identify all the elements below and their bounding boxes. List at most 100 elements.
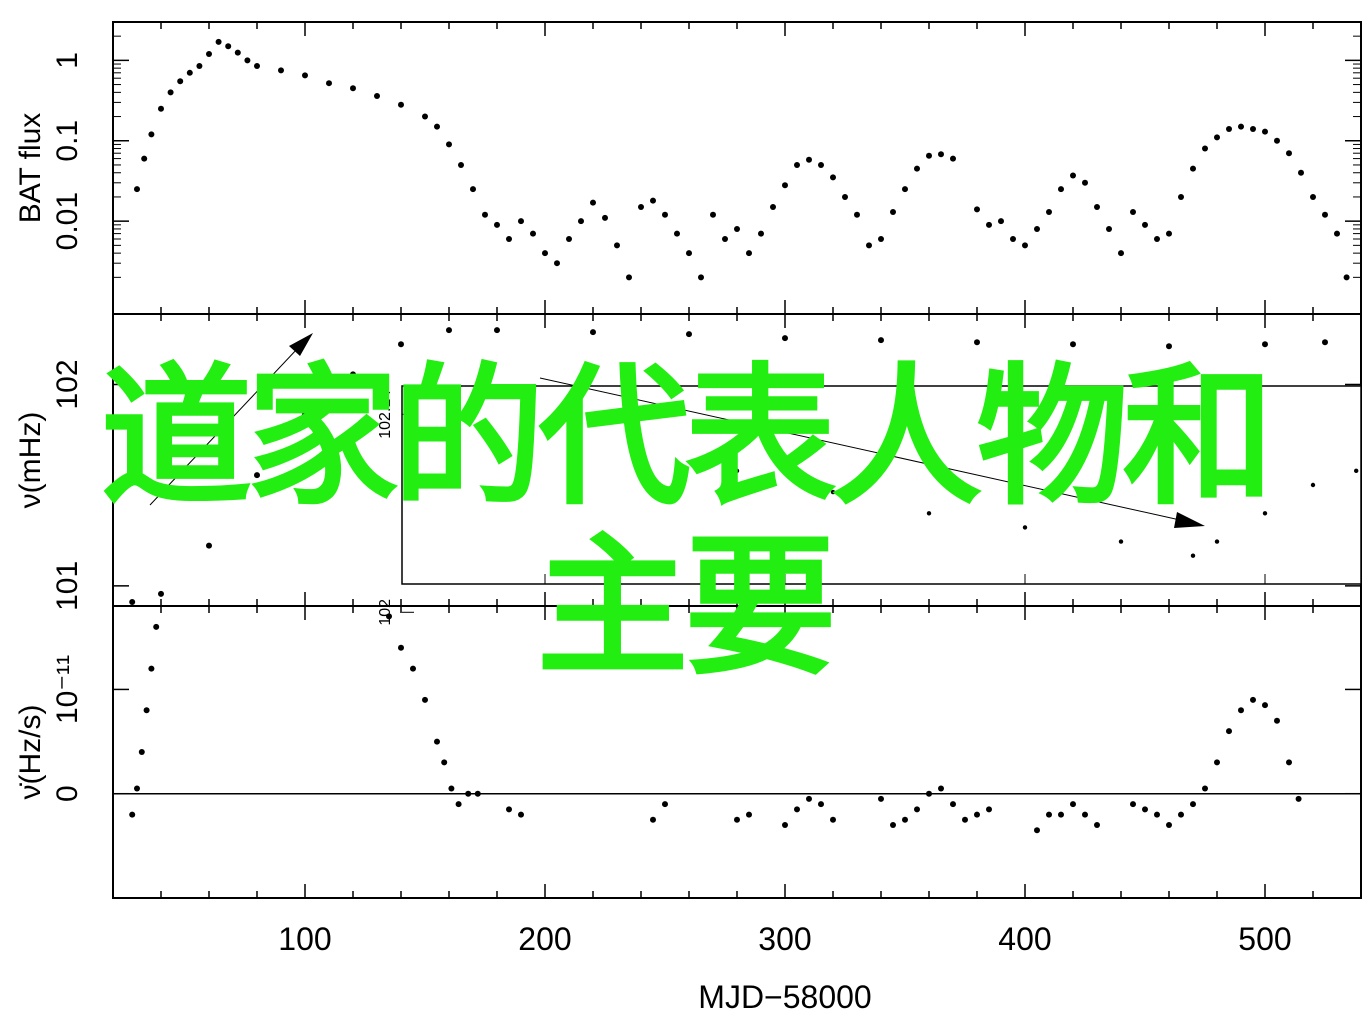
data-point — [878, 337, 884, 344]
x-tick-label: 400 — [998, 921, 1051, 957]
inset-data-point — [1310, 482, 1316, 488]
inset-frame — [401, 385, 1362, 585]
data-point — [1238, 123, 1244, 130]
data-point — [1130, 208, 1136, 215]
data-point — [902, 816, 908, 823]
data-point — [494, 221, 500, 228]
data-point — [448, 785, 455, 792]
data-point — [950, 801, 956, 808]
data-point — [350, 371, 356, 378]
data-point — [518, 811, 524, 818]
data-point — [818, 801, 824, 808]
data-point — [455, 801, 462, 808]
data-point — [1022, 242, 1028, 249]
data-point — [1142, 806, 1148, 813]
inset-data-point — [1190, 553, 1196, 558]
data-point — [986, 806, 992, 813]
data-point — [1298, 169, 1304, 176]
data-point — [626, 274, 632, 281]
inset: 102 102.14 — [149, 333, 1362, 626]
data-point — [950, 155, 956, 162]
data-point — [446, 327, 452, 334]
data-point — [134, 186, 140, 193]
data-point — [1070, 172, 1076, 179]
data-point — [398, 341, 404, 348]
inset-data-point — [446, 412, 452, 417]
arrow-head — [1174, 512, 1205, 528]
data-point — [1202, 785, 1208, 792]
data-point — [1262, 128, 1268, 135]
data-point — [782, 335, 788, 342]
inset-data-point — [1354, 468, 1359, 474]
data-point — [234, 49, 241, 56]
data-point — [662, 211, 668, 218]
data-point — [1202, 145, 1208, 152]
inset-data-point — [638, 440, 644, 445]
data-point — [590, 329, 596, 336]
data-point — [566, 235, 572, 242]
arrow-to-inset — [539, 377, 1181, 521]
y-tick-label: 1 — [51, 52, 84, 69]
data-point — [1262, 702, 1268, 709]
data-point — [842, 193, 848, 200]
data-point — [1322, 211, 1328, 218]
inset-data-point — [1022, 525, 1028, 530]
data-point — [1322, 339, 1328, 346]
data-point — [1034, 827, 1040, 834]
data-point — [674, 230, 680, 237]
y-tick-label: 10⁻¹¹ — [51, 655, 84, 724]
data-point — [1286, 759, 1292, 766]
data-point — [134, 785, 140, 792]
data-point — [206, 542, 212, 549]
data-point — [422, 113, 428, 120]
y-axis-label: BAT flux — [14, 113, 47, 224]
panel-frame — [112, 605, 1362, 899]
data-point — [465, 790, 472, 797]
data-point — [1166, 822, 1172, 828]
data-point — [225, 43, 232, 50]
data-point — [1118, 250, 1124, 257]
data-point — [518, 218, 524, 225]
data-point — [1154, 811, 1160, 818]
data-point — [302, 411, 308, 418]
x-tick-label: 100 — [278, 921, 331, 957]
data-point — [1034, 225, 1040, 232]
x-tick-label: 300 — [758, 921, 811, 957]
data-point — [962, 816, 968, 823]
data-point — [1058, 811, 1064, 818]
data-point — [662, 801, 668, 808]
data-point — [1295, 795, 1302, 802]
data-point — [1190, 165, 1196, 172]
data-point — [722, 235, 728, 242]
inset-data-point — [1262, 511, 1268, 516]
data-point — [302, 72, 308, 79]
data-point — [138, 749, 145, 755]
panel-fdot: 0 10⁻¹¹ν̇(Hz/s) — [14, 605, 1362, 899]
panel-frame — [112, 21, 1362, 315]
data-point — [602, 214, 608, 221]
data-point — [186, 69, 193, 76]
data-point — [470, 186, 476, 193]
data-point — [158, 105, 164, 112]
data-point — [806, 156, 812, 163]
data-point — [129, 598, 136, 605]
data-point — [374, 93, 380, 100]
data-point — [542, 250, 548, 257]
data-point — [167, 89, 174, 96]
data-point — [854, 211, 860, 218]
data-point — [398, 644, 404, 651]
inset-data-point — [830, 489, 836, 495]
data-point — [1178, 811, 1184, 818]
data-point — [1226, 126, 1232, 133]
data-point — [1130, 801, 1136, 808]
data-point — [254, 472, 260, 479]
data-point — [794, 806, 800, 813]
data-point — [482, 211, 488, 218]
data-point — [1154, 235, 1160, 242]
data-point — [446, 141, 452, 148]
data-point — [398, 101, 404, 108]
data-point — [1070, 801, 1076, 808]
data-point — [1238, 707, 1244, 714]
data-point — [1334, 230, 1340, 237]
